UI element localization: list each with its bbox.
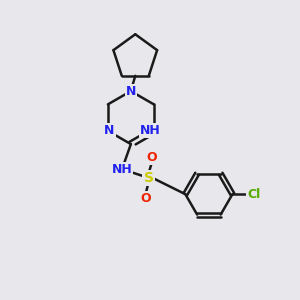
Text: O: O xyxy=(147,151,158,164)
Text: NH: NH xyxy=(140,124,161,137)
Text: S: S xyxy=(143,171,154,185)
Text: O: O xyxy=(140,192,151,205)
Text: Cl: Cl xyxy=(247,188,261,201)
Text: N: N xyxy=(104,124,115,137)
Text: NH: NH xyxy=(112,163,132,176)
Text: N: N xyxy=(126,85,136,98)
